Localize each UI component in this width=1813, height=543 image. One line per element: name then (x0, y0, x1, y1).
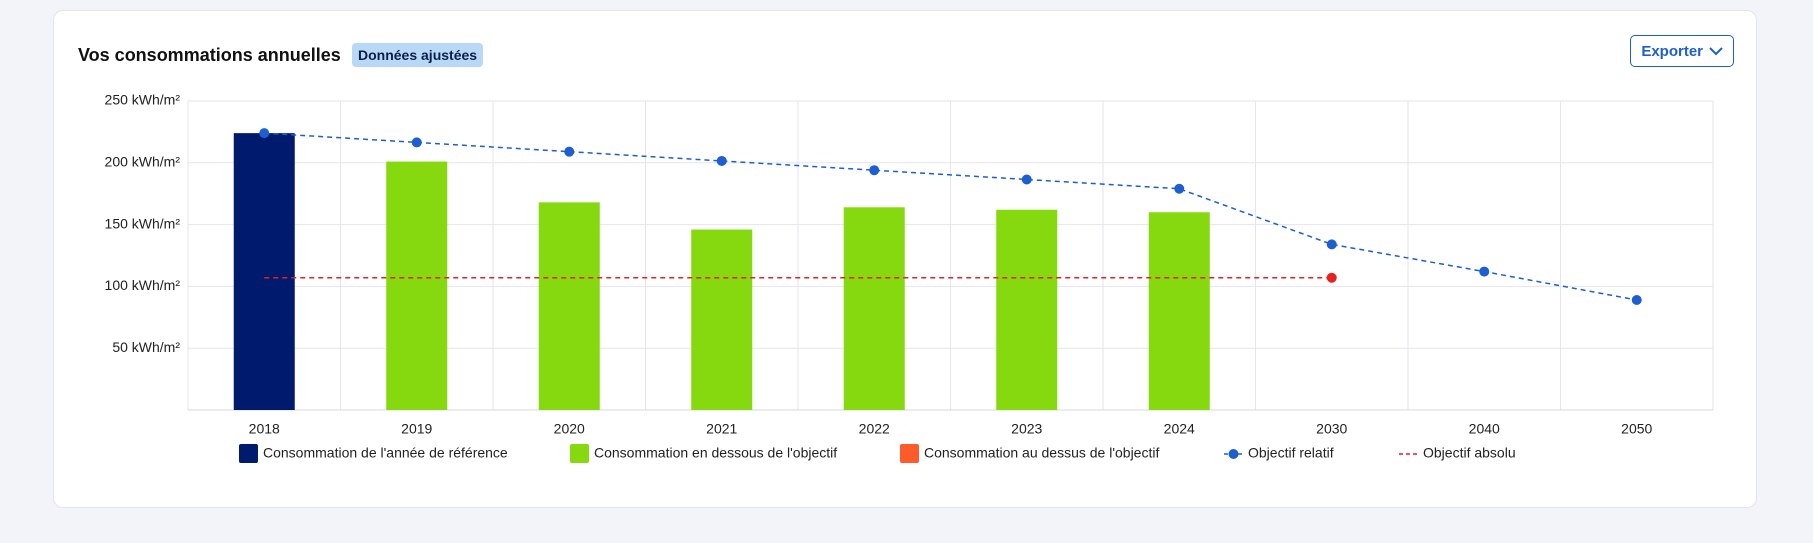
legend-label: Consommation au dessus de l'objectif (924, 445, 1159, 461)
bar (691, 229, 753, 410)
badge: Données ajustées (352, 43, 484, 67)
y-tick-label: 50 kWh/m² (112, 339, 180, 355)
line-marker (1479, 266, 1490, 277)
export-button[interactable]: Exporter (1630, 35, 1734, 67)
line-marker (869, 165, 880, 176)
x-tick-label: 2019 (401, 421, 432, 437)
line (264, 132, 1637, 301)
line-marker (1631, 294, 1642, 305)
legend-label: Objectif relatif (1248, 445, 1334, 461)
x-tick-label: 2022 (859, 421, 890, 437)
legend-label: Consommation en dessous de l'objectif (594, 445, 837, 461)
legend-swatch (900, 444, 919, 463)
y-tick-label: 150 kWh/m² (105, 215, 181, 231)
line-marker (1021, 174, 1032, 185)
x-tick-label: 2021 (706, 421, 737, 437)
chevron-icon (1709, 46, 1723, 55)
bar (538, 202, 600, 410)
line-marker (1326, 239, 1337, 250)
legend-label: Consommation de l'année de référence (263, 445, 508, 461)
legend-label: Objectif absolu (1423, 445, 1516, 461)
legend-swatch (570, 444, 589, 463)
card-title: Vos consommations annuelles (78, 45, 341, 65)
x-tick-label: 2023 (1011, 421, 1042, 437)
y-tick-label: 250 kWh/m² (105, 92, 181, 108)
legend-marker (1228, 449, 1239, 459)
bar (1148, 212, 1210, 410)
x-tick-label: 2050 (1621, 421, 1652, 437)
y-tick-label: 100 kWh/m² (105, 277, 181, 293)
bar (996, 209, 1058, 410)
x-tick-label: 2024 (1164, 421, 1195, 437)
x-tick-label: 2040 (1469, 421, 1500, 437)
line-marker (411, 137, 422, 148)
line-marker (716, 155, 727, 166)
x-tick-label: 2020 (554, 421, 585, 437)
bar (386, 161, 448, 410)
line-marker (259, 128, 270, 139)
x-tick-label: 2018 (249, 421, 280, 437)
bar (843, 207, 905, 410)
export-label: Exporter (1641, 42, 1703, 60)
legend-swatch (239, 444, 258, 463)
y-tick-label: 200 kWh/m² (105, 154, 181, 170)
x-tick-label: 2030 (1316, 421, 1347, 437)
chart-card: Vos consommations annuelles Données ajus… (53, 10, 1757, 508)
bar (233, 133, 295, 411)
line-marker (1326, 272, 1337, 283)
line-marker (564, 146, 575, 157)
line-marker (1174, 183, 1185, 194)
